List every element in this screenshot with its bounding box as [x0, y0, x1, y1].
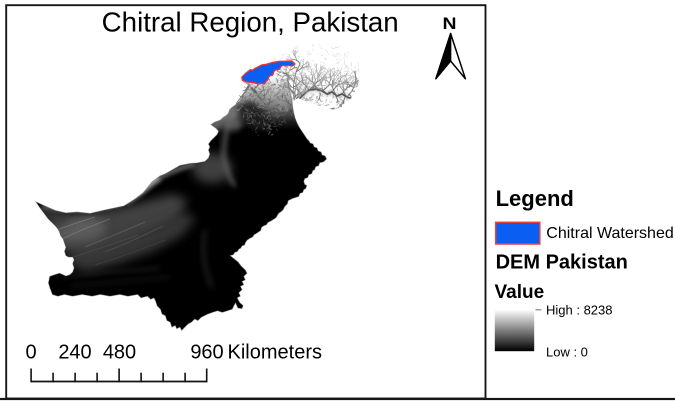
svg-text:Kilometers: Kilometers: [228, 342, 322, 364]
svg-text:DEM Pakistan: DEM Pakistan: [496, 252, 628, 274]
svg-text:Chitral Region, Pakistan: Chitral Region, Pakistan: [102, 6, 399, 37]
svg-text:0: 0: [25, 342, 36, 364]
svg-text:Legend: Legend: [496, 186, 574, 211]
svg-text:Chitral Watershed: Chitral Watershed: [546, 225, 673, 242]
svg-text:240: 240: [58, 342, 91, 364]
svg-text:High : 8238: High : 8238: [546, 302, 613, 317]
svg-text:960: 960: [190, 342, 223, 364]
svg-text:Value: Value: [495, 282, 545, 303]
svg-text:480: 480: [103, 342, 136, 364]
svg-text:N: N: [443, 14, 457, 33]
svg-text:Low : 0: Low : 0: [546, 345, 588, 360]
